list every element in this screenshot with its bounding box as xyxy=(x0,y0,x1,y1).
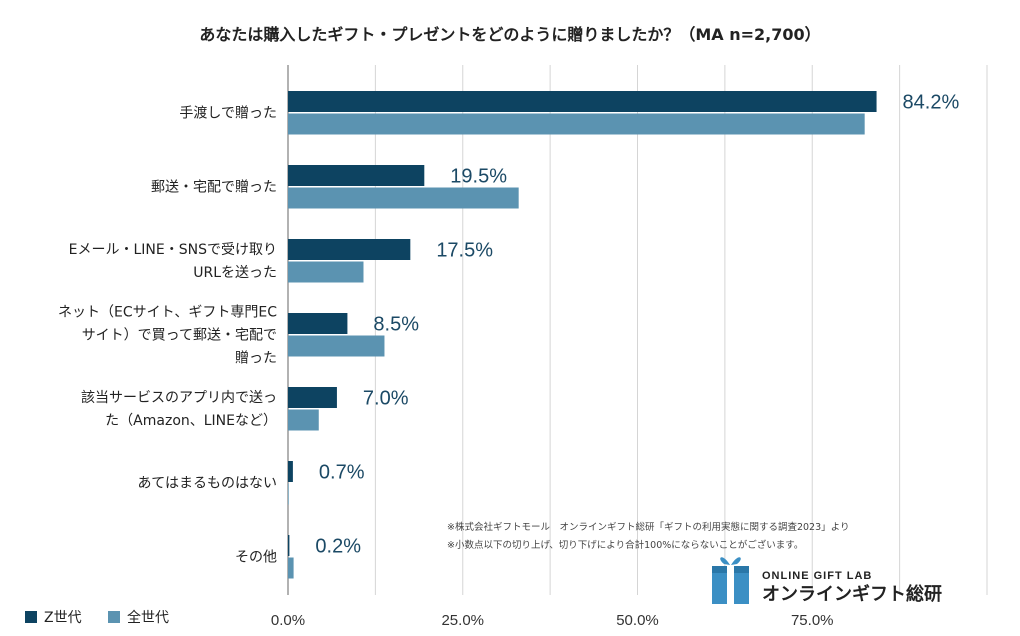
category-label: あてはまるものはない xyxy=(138,476,277,492)
x-tick-label: 75.0% xyxy=(791,612,834,629)
bar-all-gen xyxy=(288,483,289,505)
x-tick-label: 25.0% xyxy=(441,612,484,629)
category-label: URLを送った xyxy=(193,265,277,281)
category-label: 該当サービスのアプリ内で送っ xyxy=(81,390,277,406)
data-label: 17.5% xyxy=(436,240,493,262)
logo: ONLINE GIFT LAB オンラインギフト総研 xyxy=(712,557,942,605)
x-tick-labels: 0.0% 25.0% 50.0% 75.0% xyxy=(271,612,834,629)
bar-z-gen xyxy=(288,165,425,186)
legend-label: 全世代 xyxy=(127,609,169,626)
grid-lines xyxy=(287,65,988,595)
bars xyxy=(288,91,877,579)
legend-label: Z世代 xyxy=(44,610,82,626)
bar-all-gen xyxy=(288,261,364,283)
data-label: 84.2% xyxy=(903,92,960,114)
source-note: ※小数点以下の切り上げ、切り下げにより合計100%にならないことがございます。 xyxy=(447,539,803,551)
source-note: ※株式会社ギフトモール オンラインギフト総研「ギフトの利用実態に関する調査202… xyxy=(447,521,849,533)
category-label: 贈った xyxy=(235,351,277,367)
legend: Z世代 全世代 xyxy=(25,609,169,626)
legend-swatch xyxy=(25,611,37,623)
data-label: 0.7% xyxy=(319,462,365,484)
bar-z-gen xyxy=(288,535,290,556)
bar-all-gen xyxy=(288,557,294,579)
data-label: 7.0% xyxy=(363,388,409,410)
bar-z-gen xyxy=(288,313,348,334)
category-label: Eメール・LINE・SNSで受け取り xyxy=(69,242,277,258)
chart-title: あなたは購入したギフト・プレゼントをどのように贈りましたか？（MA n=2,70… xyxy=(199,25,820,44)
bar-z-gen xyxy=(288,91,877,112)
gift-box-icon xyxy=(712,557,749,604)
category-label: ネット（ECサイト、ギフト専門EC xyxy=(58,305,277,321)
bar-z-gen xyxy=(288,239,411,260)
legend-swatch xyxy=(108,611,120,623)
logo-english: ONLINE GIFT LAB xyxy=(762,570,872,582)
data-labels: 84.2% 19.5% 17.5% 8.5% 7.0% 0.7% 0.2% xyxy=(315,92,959,558)
category-label: 手渡しで贈った xyxy=(179,106,277,122)
data-label: 8.5% xyxy=(373,314,419,336)
x-tick-label: 50.0% xyxy=(616,612,659,629)
bar-all-gen xyxy=(288,409,319,431)
bar-all-gen xyxy=(288,187,519,209)
category-label: た（Amazon、LINEなど） xyxy=(105,413,277,429)
x-tick-label: 0.0% xyxy=(271,612,305,629)
bar-z-gen xyxy=(288,461,293,482)
category-label: サイト）で買って郵送・宅配で xyxy=(82,328,277,344)
data-label: 19.5% xyxy=(450,166,507,188)
bar-z-gen xyxy=(288,387,337,408)
source-notes: ※株式会社ギフトモール オンラインギフト総研「ギフトの利用実態に関する調査202… xyxy=(447,521,849,551)
bar-all-gen xyxy=(288,335,385,357)
logo-japanese: オンラインギフト総研 xyxy=(762,583,942,605)
data-label: 0.2% xyxy=(315,536,361,558)
bar-all-gen xyxy=(288,113,865,135)
category-label: 郵送・宅配で贈った xyxy=(151,180,277,196)
category-label: その他 xyxy=(235,550,277,566)
